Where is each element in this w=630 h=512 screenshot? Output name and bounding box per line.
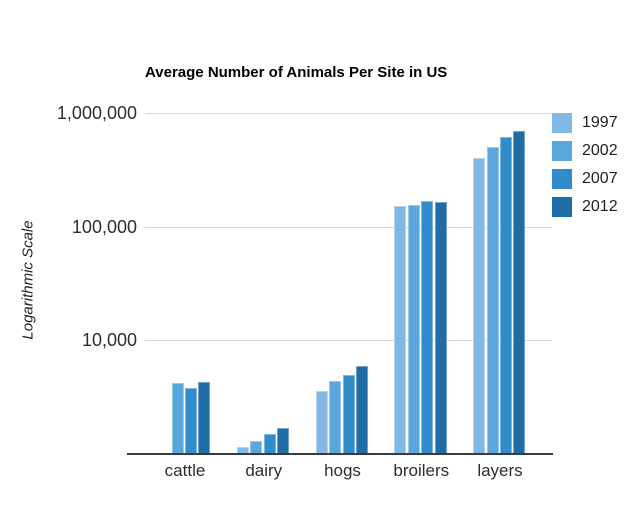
y-tick-label: 100,000 [71,216,137,237]
y-tick-label: 1,000,000 [56,102,137,123]
legend-swatch-2012 [552,197,572,217]
legend-label: 2002 [582,142,618,159]
gridline [145,226,552,228]
legend-item-2012: 2012 [552,197,618,217]
bar-2002-hogs [329,381,342,453]
bar-2012-dairy [277,427,290,453]
legend-item-2007: 2007 [552,169,618,189]
legend-label: 2012 [582,198,618,215]
gridline [145,112,552,114]
bar-2007-hogs [342,375,355,453]
bar-2002-layers [486,146,499,453]
legend-item-2002: 2002 [552,141,618,161]
legend: 1997 2002 2007 2012 [552,113,618,225]
y-axis-label: Logarithmic Scale [19,220,37,340]
bar-2012-broilers [434,201,447,453]
gridline [145,340,552,342]
x-axis-line [127,453,553,455]
chart-title: Average Number of Animals Per Site in US [145,64,448,81]
bar-2002-broilers [407,205,420,453]
bar-1997-broilers [394,205,407,453]
x-category-label: dairy [245,461,283,480]
bar-1997-dairy [236,447,249,453]
x-category-label: hogs [324,461,361,480]
legend-item-1997: 1997 [552,113,618,133]
x-category-label: broilers [393,461,450,480]
x-category-label: layers [477,461,523,480]
legend-swatch-2002 [552,141,572,161]
legend-swatch-1997 [552,113,572,133]
x-category-label: cattle [164,461,206,480]
bar-2012-layers [513,130,526,453]
legend-label: 1997 [582,114,618,131]
bar-2007-broilers [421,201,434,453]
legend-swatch-2007 [552,169,572,189]
bar-2002-dairy [250,441,263,453]
bar-1997-layers [473,158,486,453]
bar-2007-cattle [185,388,197,453]
bar-1997-hogs [315,391,328,453]
legend-label: 2007 [582,170,618,187]
bar-2007-layers [500,136,512,453]
bar-2007-dairy [263,434,276,453]
bar-2012-hogs [355,366,368,453]
y-tick-label: 10,000 [81,330,137,351]
bar-2002-cattle [171,383,184,453]
bar-2012-cattle [198,382,211,453]
